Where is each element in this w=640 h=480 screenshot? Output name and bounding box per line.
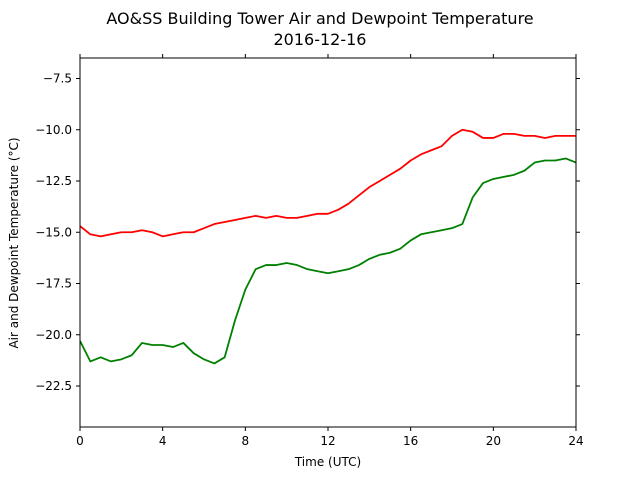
x-tick-label: 24: [568, 434, 583, 448]
plot-frame: [79, 57, 577, 428]
y-tick-label: −7.5: [43, 72, 72, 86]
y-tick-label: −17.5: [35, 277, 72, 291]
chart-subtitle: 2016-12-16: [274, 30, 367, 49]
x-tick-label: 8: [242, 434, 250, 448]
series-line-2: [80, 157, 576, 365]
x-tick-label: 4: [159, 434, 167, 448]
x-tick-label: 0: [76, 434, 84, 448]
y-tick-label: −20.0: [35, 328, 72, 342]
y-axis: −22.5 −20.0 −17.5 −15.0 −12.5 −10.0 −7.5: [35, 72, 580, 393]
x-axis: 0 4 8 12 16 20 24: [76, 54, 584, 448]
y-tick-label: −10.0: [35, 123, 72, 137]
y-axis-label: Air and Dewpoint Temperature (°C): [7, 137, 21, 348]
x-tick-label: 16: [403, 434, 418, 448]
y-tick-label: −22.5: [35, 379, 72, 393]
chart-title: AO&SS Building Tower Air and Dewpoint Te…: [106, 9, 533, 28]
y-tick-label: −12.5: [35, 174, 72, 188]
series-layer: [80, 128, 576, 365]
x-axis-label: Time (UTC): [294, 455, 361, 469]
x-tick-label: 12: [320, 434, 335, 448]
plot-area: [79, 57, 577, 428]
x-tick-label: 20: [486, 434, 501, 448]
y-tick-label: −15.0: [35, 225, 72, 239]
series-line-1: [80, 128, 576, 238]
